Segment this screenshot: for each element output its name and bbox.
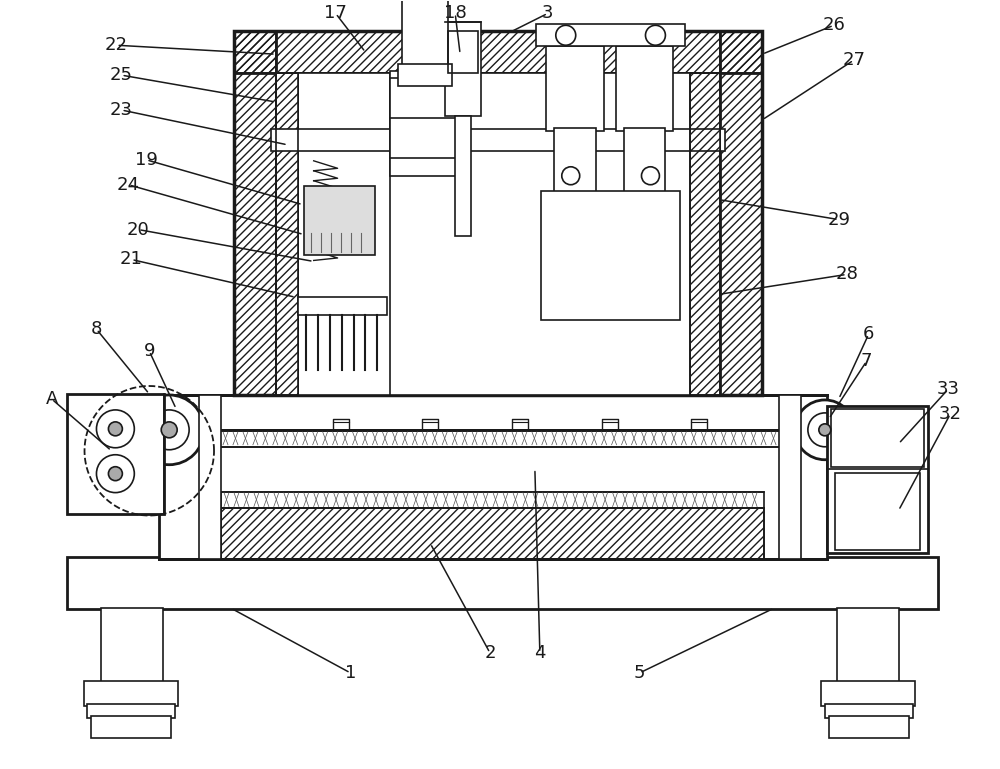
Text: 7: 7	[861, 352, 872, 370]
Bar	[390, 72, 460, 176]
Circle shape	[641, 167, 659, 185]
Bar	[779, 395, 801, 559]
Text: 5: 5	[634, 664, 645, 682]
Bar	[624, 128, 665, 195]
Bar	[234, 32, 762, 73]
Text: 21: 21	[120, 251, 143, 268]
Bar	[690, 73, 720, 395]
Bar	[546, 46, 604, 131]
Text: 17: 17	[324, 5, 347, 22]
Text: 27: 27	[842, 52, 865, 69]
Text: 18: 18	[444, 5, 467, 22]
Bar	[448, 32, 478, 73]
Circle shape	[108, 422, 122, 436]
Bar	[298, 298, 387, 315]
Bar	[234, 32, 762, 73]
Bar	[829, 716, 909, 737]
Text: 1: 1	[345, 664, 356, 682]
Text: 6: 6	[863, 325, 874, 343]
Bar	[554, 128, 596, 195]
Circle shape	[556, 25, 576, 45]
Text: 20: 20	[127, 221, 150, 238]
Text: 28: 28	[835, 265, 858, 284]
Bar	[271, 129, 725, 151]
Circle shape	[108, 467, 122, 481]
Bar	[720, 32, 762, 395]
Bar	[827, 406, 928, 554]
Bar	[455, 116, 471, 235]
Text: 33: 33	[937, 380, 960, 398]
Text: 3: 3	[542, 5, 554, 22]
Bar	[690, 73, 720, 395]
Bar	[536, 25, 685, 46]
Circle shape	[819, 424, 831, 436]
Text: 24: 24	[117, 176, 140, 194]
Circle shape	[645, 25, 665, 45]
Bar	[837, 608, 899, 683]
Circle shape	[134, 395, 204, 464]
Bar	[101, 608, 163, 683]
Bar	[276, 73, 720, 395]
Bar	[234, 32, 276, 395]
Circle shape	[149, 410, 189, 450]
Bar	[159, 430, 827, 447]
Text: 29: 29	[827, 211, 850, 228]
Bar	[67, 558, 938, 609]
Bar	[304, 186, 375, 255]
Bar	[825, 704, 913, 717]
Bar	[91, 716, 171, 737]
Circle shape	[161, 422, 177, 438]
Bar	[276, 73, 298, 395]
Bar	[221, 491, 764, 508]
Text: 23: 23	[110, 101, 133, 119]
Bar	[448, 32, 478, 73]
Bar	[720, 32, 762, 395]
Bar	[616, 46, 673, 131]
Text: 25: 25	[110, 66, 133, 84]
Bar	[276, 73, 298, 395]
Text: 32: 32	[939, 405, 962, 423]
Text: 8: 8	[91, 320, 102, 338]
Bar	[199, 395, 221, 559]
Bar	[159, 395, 827, 559]
Bar	[541, 191, 680, 320]
Bar	[390, 78, 460, 158]
Text: 9: 9	[144, 342, 155, 360]
Bar	[445, 22, 481, 116]
Bar	[221, 508, 764, 559]
Bar	[67, 394, 164, 514]
Text: 26: 26	[822, 16, 845, 35]
Circle shape	[808, 413, 842, 447]
Text: 22: 22	[105, 36, 128, 55]
Circle shape	[562, 167, 580, 185]
Bar	[87, 704, 175, 717]
Text: 19: 19	[135, 151, 158, 169]
Text: 2: 2	[484, 644, 496, 662]
Circle shape	[96, 454, 134, 493]
Bar	[276, 73, 390, 395]
Bar	[821, 681, 915, 706]
Bar	[835, 473, 920, 551]
Bar	[831, 409, 924, 467]
Bar	[398, 64, 452, 86]
Circle shape	[795, 400, 855, 460]
Bar	[402, 0, 448, 72]
Circle shape	[96, 410, 134, 448]
Bar	[84, 681, 178, 706]
Bar	[234, 32, 276, 395]
Text: 4: 4	[534, 644, 546, 662]
Text: A: A	[45, 390, 58, 408]
Bar	[234, 32, 762, 395]
Bar	[221, 508, 764, 559]
